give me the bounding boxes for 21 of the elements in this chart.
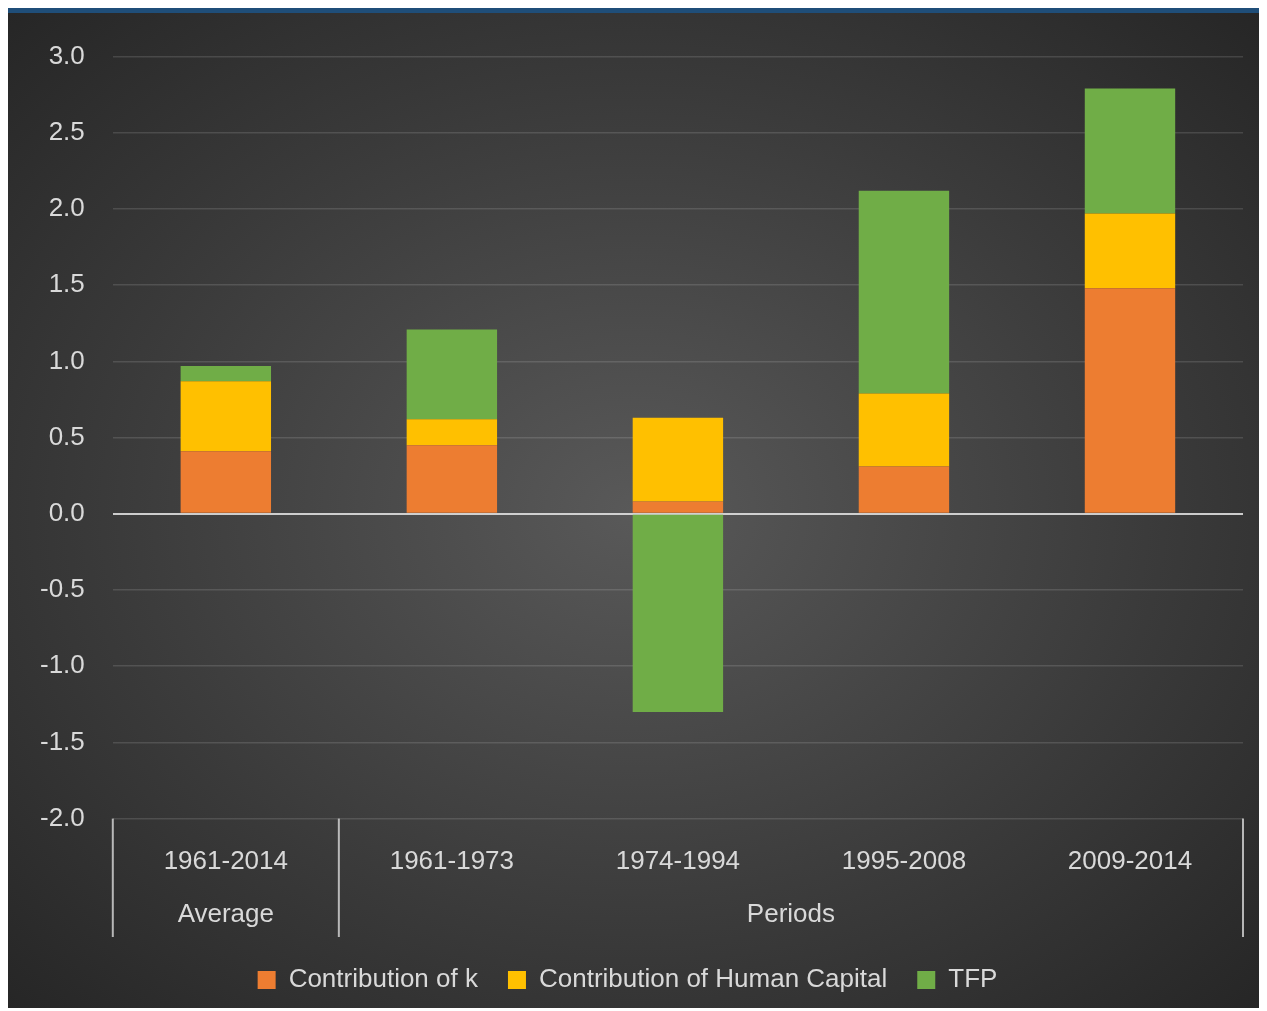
y-tick-label: 0.5 [48, 420, 85, 451]
y-tick-label: -0.5 [39, 573, 85, 604]
y-tick-label: 2.5 [48, 115, 85, 146]
x-tick-label: 1961-1973 [389, 845, 515, 876]
x-tick-label: 2009-2014 [1067, 845, 1193, 876]
y-tick-label: 1.0 [48, 344, 85, 375]
y-tick-label: 2.0 [48, 192, 85, 223]
legend-label: Contribution of Human Capital [538, 963, 888, 994]
y-tick-label: -2.0 [39, 801, 85, 832]
y-tick-label: 1.5 [48, 268, 85, 299]
text: Periods [746, 898, 835, 929]
x-tick-label: 1995-2008 [841, 845, 967, 876]
text: Average [177, 898, 275, 929]
legend-label: Contribution of k [288, 963, 479, 994]
y-tick-label: -1.5 [39, 725, 85, 756]
y-tick-label: 0.0 [48, 496, 85, 527]
y-tick-label: 3.0 [48, 39, 85, 70]
x-tick-label: 1974-1994 [615, 845, 741, 876]
x-tick-label: 1961-2014 [163, 845, 288, 876]
y-tick-label: -1.0 [39, 649, 85, 680]
legend-label: TFP [948, 963, 998, 994]
